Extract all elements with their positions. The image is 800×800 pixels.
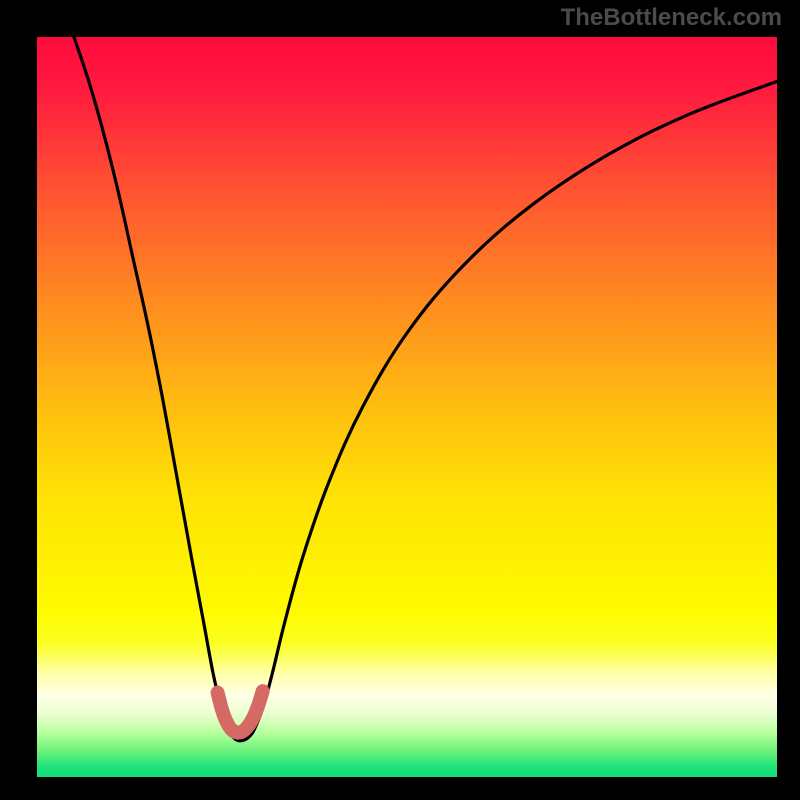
watermark-text: TheBottleneck.com (561, 4, 782, 32)
plot-area (37, 37, 777, 777)
chart-svg (37, 37, 777, 777)
